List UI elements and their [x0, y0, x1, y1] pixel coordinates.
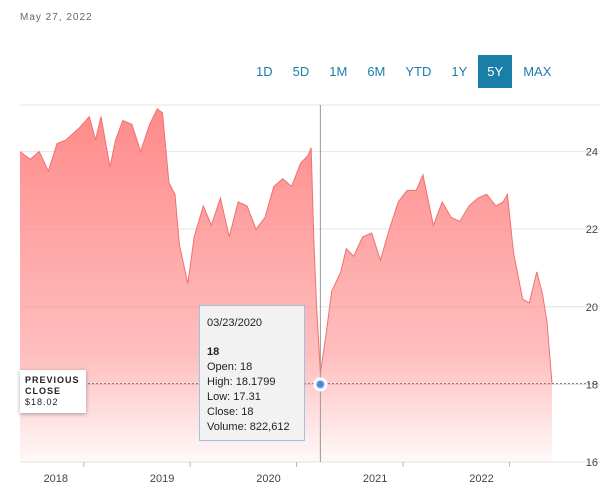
range-button-1y[interactable]: 1Y	[451, 64, 468, 79]
tooltip-open: Open: 18	[207, 361, 253, 373]
previous-close-value: $18.02	[25, 397, 59, 407]
chart-tooltip: 03/23/2020 18 Open: 18 High: 18.1799 Low…	[199, 305, 305, 441]
x-tick-label: 2020	[256, 473, 280, 485]
y-tick-label: 16	[586, 457, 598, 469]
y-tick-label: 22	[586, 224, 598, 236]
range-button-5y[interactable]: 5Y	[478, 55, 513, 88]
x-tick-label: 2022	[469, 473, 493, 485]
tooltip-date: 03/23/2020	[207, 317, 263, 329]
y-tick-label: 24	[586, 147, 598, 159]
previous-close-badge: PREVIOUS CLOSE $18.02	[20, 370, 86, 413]
tooltip-low: Low: 17.31	[207, 391, 261, 403]
x-tick-label: 2021	[363, 473, 387, 485]
range-button-1d[interactable]: 1D	[256, 64, 273, 79]
tooltip-close: Close: 18	[207, 406, 254, 418]
price-area	[20, 108, 552, 463]
x-tick-label: 2018	[44, 473, 68, 485]
range-button-5d[interactable]: 5D	[292, 64, 310, 79]
price-line	[19, 108, 553, 384]
crosshair-point	[316, 380, 324, 388]
previous-close-label-2: CLOSE	[25, 386, 62, 396]
range-button-ytd[interactable]: YTD	[405, 64, 432, 79]
range-button-1m[interactable]: 1M	[329, 64, 348, 79]
y-tick-label: 20	[586, 302, 598, 314]
tooltip-value: 18	[207, 346, 220, 358]
tooltip-volume: Volume: 822,612	[207, 421, 290, 433]
chart-date: May 27, 2022	[20, 12, 93, 23]
x-tick-label: 2019	[150, 473, 174, 485]
range-selector: 1D 5D 1M 6M YTD 1Y 5Y MAX	[247, 55, 562, 88]
range-button-6m[interactable]: 6M	[367, 64, 386, 79]
tooltip-high: High: 18.1799	[207, 376, 276, 388]
range-button-max[interactable]: MAX	[523, 64, 552, 79]
previous-close-label-1: PREVIOUS	[25, 375, 80, 385]
y-tick-label: 18	[586, 379, 598, 391]
